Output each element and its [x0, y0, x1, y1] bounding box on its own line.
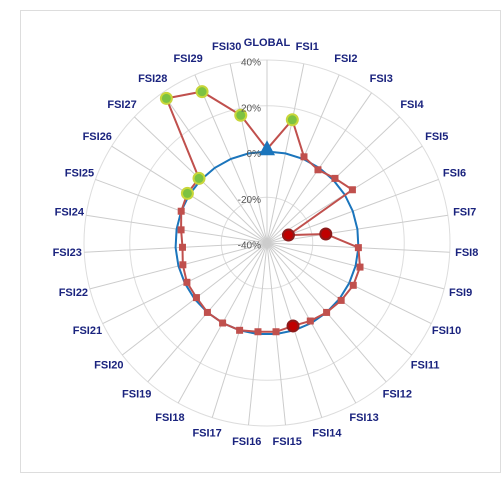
category-label: GLOBAL [244, 37, 291, 49]
category-label: FSI14 [312, 428, 342, 440]
category-label: FSI13 [349, 412, 378, 424]
category-label: FSI20 [94, 359, 123, 371]
category-label: FSI16 [232, 436, 261, 448]
category-label: FSI19 [122, 389, 151, 401]
category-label: FSI11 [411, 359, 440, 371]
marker-circle [180, 186, 194, 200]
category-label: FSI6 [443, 167, 466, 179]
marker-square [349, 281, 357, 289]
r-tick-label: 40% [241, 58, 261, 69]
category-label: FSI18 [155, 412, 184, 424]
marker-circle [159, 91, 173, 105]
marker-circle [281, 228, 295, 242]
category-label: FSI25 [65, 167, 94, 179]
category-label: FSI12 [383, 389, 412, 401]
category-label: FSI4 [400, 99, 424, 111]
marker-square [178, 243, 186, 251]
r-tick-label: -20% [238, 195, 261, 206]
marker-square [183, 278, 191, 286]
category-label: FSI21 [73, 325, 102, 337]
marker-square [337, 296, 345, 304]
marker-square [356, 263, 364, 271]
category-label: FSI22 [59, 287, 88, 299]
marker-triangle [259, 140, 275, 156]
marker-square [348, 186, 356, 194]
marker-square [331, 174, 339, 182]
marker-square [177, 207, 185, 215]
marker-square [323, 308, 331, 316]
marker-circle [195, 85, 209, 99]
category-label: FSI23 [53, 247, 82, 259]
category-label: FSI8 [455, 247, 478, 259]
category-label: FSI2 [334, 53, 357, 65]
r-tick-label: -40% [238, 241, 261, 252]
category-label: FSI17 [192, 428, 221, 440]
category-label: FSI30 [212, 41, 241, 53]
category-label: FSI5 [425, 131, 448, 143]
category-label: FSI10 [432, 325, 461, 337]
marker-square [179, 261, 187, 269]
marker-square [272, 328, 280, 336]
marker-square [254, 328, 262, 336]
marker-square [192, 294, 200, 302]
marker-square [300, 153, 308, 161]
marker-circle [319, 227, 333, 241]
marker-square [219, 319, 227, 327]
category-label: FSI24 [55, 207, 85, 219]
marker-circle [286, 319, 300, 333]
category-label: FSI1 [296, 41, 319, 53]
marker-square [306, 317, 314, 325]
marker-square [236, 326, 244, 334]
marker-circle [234, 108, 248, 122]
r-tick-label: 20% [241, 103, 261, 114]
category-label: FSI15 [273, 436, 302, 448]
category-label: FSI7 [453, 207, 476, 219]
category-label: FSI27 [107, 99, 136, 111]
category-label: FSI29 [173, 53, 202, 65]
category-label: FSI9 [449, 287, 472, 299]
marker-circle [285, 113, 299, 127]
marker-square [203, 308, 211, 316]
marker-circle [192, 171, 206, 185]
category-label: FSI26 [83, 131, 112, 143]
r-tick-label: 0% [247, 149, 262, 160]
category-label: FSI28 [138, 73, 167, 85]
marker-square [177, 226, 185, 234]
category-label: FSI3 [370, 73, 393, 85]
marker-square [314, 166, 322, 174]
marker-square [354, 244, 362, 252]
